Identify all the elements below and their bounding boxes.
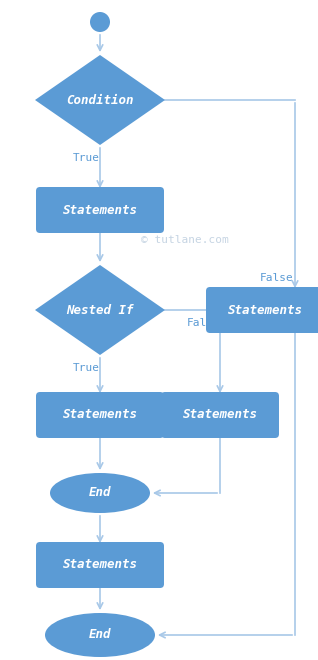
FancyBboxPatch shape — [161, 392, 279, 438]
Text: End: End — [89, 486, 111, 500]
Text: Statements: Statements — [63, 409, 137, 422]
Text: © tutlane.com: © tutlane.com — [141, 235, 229, 245]
Text: Statements: Statements — [227, 304, 302, 317]
Text: Statements: Statements — [63, 558, 137, 572]
Circle shape — [90, 12, 110, 32]
Text: True: True — [73, 363, 100, 373]
Polygon shape — [35, 265, 165, 355]
Text: Statements: Statements — [183, 409, 258, 422]
Text: False: False — [187, 318, 221, 328]
Text: False: False — [260, 273, 294, 283]
FancyBboxPatch shape — [206, 287, 318, 333]
FancyBboxPatch shape — [36, 542, 164, 588]
Text: Condition: Condition — [66, 94, 134, 106]
FancyBboxPatch shape — [36, 187, 164, 233]
Text: Statements: Statements — [63, 203, 137, 216]
Ellipse shape — [45, 613, 155, 657]
Text: True: True — [73, 153, 100, 163]
Polygon shape — [35, 55, 165, 145]
Text: Nested If: Nested If — [66, 304, 134, 317]
Text: End: End — [89, 628, 111, 642]
FancyBboxPatch shape — [36, 392, 164, 438]
Ellipse shape — [50, 473, 150, 513]
